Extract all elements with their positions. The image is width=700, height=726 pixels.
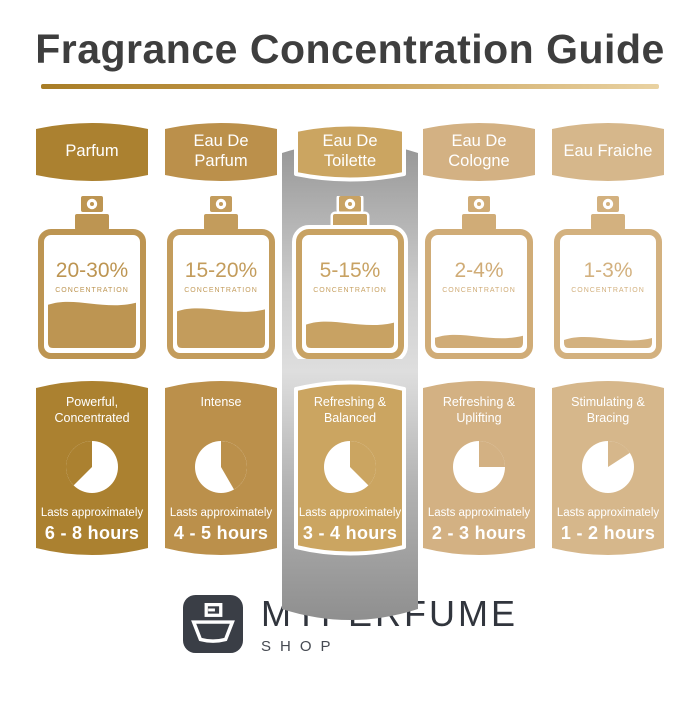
page-title: Fragrance Concentration Guide — [35, 26, 665, 72]
fragrance-column-eau-de-cologne: Eau De Cologne 2-4% CONCENTRATION Refres… — [421, 120, 537, 558]
concentration-label: CONCENTRATION — [55, 287, 129, 294]
sprayer-collar-icon — [75, 214, 109, 230]
badge-shape — [294, 122, 406, 182]
liquid-fill — [177, 308, 265, 348]
liquid-fill — [564, 337, 652, 348]
bottle-body — [554, 229, 662, 359]
clock-wedge — [221, 441, 248, 490]
fragrance-name: Eau De Toilette — [322, 132, 378, 170]
concentration-label: CONCENTRATION — [313, 287, 387, 294]
fragrance-name-badge: Eau Fraiche — [550, 120, 666, 184]
duration-value: 2 - 3 hours — [431, 523, 527, 543]
sprayer-collar-icon — [204, 214, 238, 230]
title-underline — [41, 84, 659, 89]
perfume-bottle-icon: 20-30% CONCENTRATION — [38, 196, 146, 359]
concentration-value: 15-20% — [185, 259, 257, 282]
concentration-label: CONCENTRATION — [571, 287, 645, 294]
perfume-bottle-icon: 2-4% CONCENTRATION — [425, 196, 533, 359]
duration-value: 6 - 8 hours — [44, 523, 140, 543]
badge-shape — [423, 123, 535, 181]
lasts-label: Lasts approximately — [40, 507, 144, 520]
liquid-fill — [435, 334, 523, 348]
fragrance-column-parfum: Parfum 20-30% CONCENTRATION Powerful, Co… — [34, 120, 150, 558]
fragrance-column-eau-de-toilette: Eau De Toilette 5-15% CONCENTRATION Refr… — [292, 120, 408, 558]
fragrance-name-badge: Parfum — [34, 120, 150, 184]
character-text: Refreshing & Uplifting — [442, 395, 516, 425]
character-text: Refreshing & Balanced — [313, 395, 387, 425]
info-card: Refreshing & Balanced Lasts approximatel… — [292, 378, 408, 558]
liquid-fill — [48, 301, 136, 348]
character-text: Intense — [200, 395, 242, 409]
lasts-label: Lasts approximately — [169, 507, 273, 520]
clock-icon — [195, 441, 248, 493]
lasts-label: Lasts approximately — [427, 507, 531, 520]
concentration-value: 20-30% — [56, 259, 128, 282]
info-card: Intense Lasts approximately 4 - 5 hours — [163, 378, 279, 558]
perfume-bottle-icon: 1-3% CONCENTRATION — [554, 196, 662, 359]
clock-wedge — [479, 441, 505, 467]
clock-icon — [582, 441, 634, 493]
concentration-value: 1-3% — [583, 259, 632, 282]
sprayer-collar-icon — [591, 214, 625, 230]
fragrance-name: Eau De Parfum — [193, 132, 249, 170]
badge-shape — [552, 123, 664, 181]
clock-wedge — [66, 441, 92, 486]
character-text: Powerful, Concentrated — [54, 395, 130, 425]
clock-icon — [324, 441, 376, 493]
concentration-value: 2-4% — [454, 259, 503, 282]
clock-icon — [66, 441, 118, 493]
fragrance-name-badge: Eau De Cologne — [421, 120, 537, 184]
character-text: Stimulating & Bracing — [571, 395, 645, 425]
fragrance-column-eau-fraiche: Eau Fraiche 1-3% CONCENTRATION Stimulati… — [550, 120, 666, 558]
lasts-label: Lasts approximately — [298, 507, 402, 520]
info-card: Refreshing & Uplifting Lasts approximate… — [421, 378, 537, 558]
clock-wedge — [608, 441, 630, 467]
concentration-value: 5-15% — [320, 259, 381, 282]
duration-value: 1 - 2 hours — [560, 523, 656, 543]
info-card: Powerful, Concentrated Lasts approximate… — [34, 378, 150, 558]
duration-value: 3 - 4 hours — [302, 523, 398, 543]
info-card: Stimulating & Bracing Lasts approximatel… — [550, 378, 666, 558]
fragrance-guide-page: Fragrance Concentration Guide Parfum 20-… — [0, 26, 700, 726]
perfume-bottle-icon: 5-15% CONCENTRATION — [292, 196, 408, 359]
duration-value: 4 - 5 hours — [173, 523, 269, 543]
fragrance-name: Parfum — [65, 142, 119, 161]
fragrance-columns: Parfum 20-30% CONCENTRATION Powerful, Co… — [0, 120, 700, 558]
concentration-label: CONCENTRATION — [184, 287, 258, 294]
fragrance-name: Eau De Cologne — [448, 132, 510, 170]
fragrance-name-badge: Eau De Toilette — [292, 120, 408, 184]
liquid-fill — [306, 321, 394, 348]
clock-wedge — [350, 441, 376, 486]
clock-icon — [453, 441, 505, 493]
brand-logo-icon — [182, 594, 243, 654]
lasts-label: Lasts approximately — [556, 507, 660, 520]
sprayer-collar-icon — [462, 214, 496, 230]
bottle-body — [425, 229, 533, 359]
badge-shape — [36, 123, 148, 181]
fragrance-name: Eau Fraiche — [563, 142, 653, 161]
badge-shape — [165, 123, 277, 181]
perfume-bottle-icon: 15-20% CONCENTRATION — [167, 196, 275, 359]
fragrance-name-badge: Eau De Parfum — [163, 120, 279, 184]
concentration-label: CONCENTRATION — [442, 287, 516, 294]
fragrance-column-eau-de-parfum: Eau De Parfum 15-20% CONCENTRATION Inten… — [163, 120, 279, 558]
brand-sub-label: SHOP — [260, 638, 340, 655]
